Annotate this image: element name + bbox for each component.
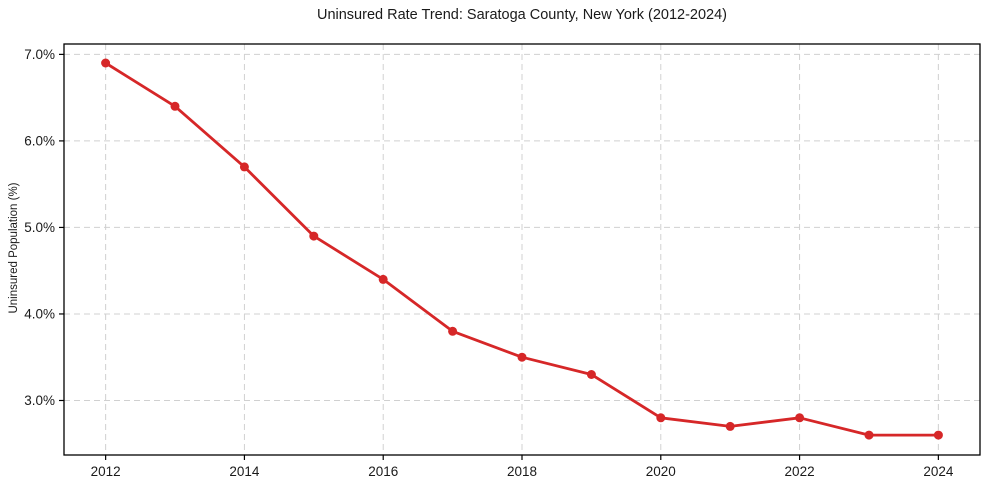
y-tick-label: 5.0% xyxy=(24,220,55,235)
y-tick-label: 7.0% xyxy=(24,47,55,62)
data-point-marker xyxy=(309,231,319,241)
data-point-marker xyxy=(101,58,111,68)
data-point-marker xyxy=(933,430,943,440)
x-tick-label: 2018 xyxy=(507,464,537,479)
x-tick-label: 2022 xyxy=(785,464,815,479)
data-point-marker xyxy=(448,326,458,336)
data-point-marker xyxy=(517,352,527,362)
data-point-marker xyxy=(656,413,666,423)
data-point-marker xyxy=(586,370,596,379)
data-point-marker xyxy=(864,430,874,440)
chart-title: Uninsured Rate Trend: Saratoga County, N… xyxy=(316,7,727,23)
data-point-marker xyxy=(725,421,735,431)
y-tick-label: 6.0% xyxy=(24,133,55,148)
x-tick-label: 2020 xyxy=(646,464,676,479)
x-tick-label: 2016 xyxy=(368,464,398,479)
y-tick-label: 3.0% xyxy=(24,393,55,408)
data-point-marker xyxy=(795,413,805,423)
x-tick-label: 2014 xyxy=(229,464,260,479)
y-tick-label: 4.0% xyxy=(24,306,55,321)
data-point-marker xyxy=(378,274,388,284)
x-tick-label: 2024 xyxy=(923,464,954,479)
data-point-marker xyxy=(239,162,249,172)
data-point-marker xyxy=(170,101,180,111)
x-tick-label: 2012 xyxy=(91,464,121,479)
